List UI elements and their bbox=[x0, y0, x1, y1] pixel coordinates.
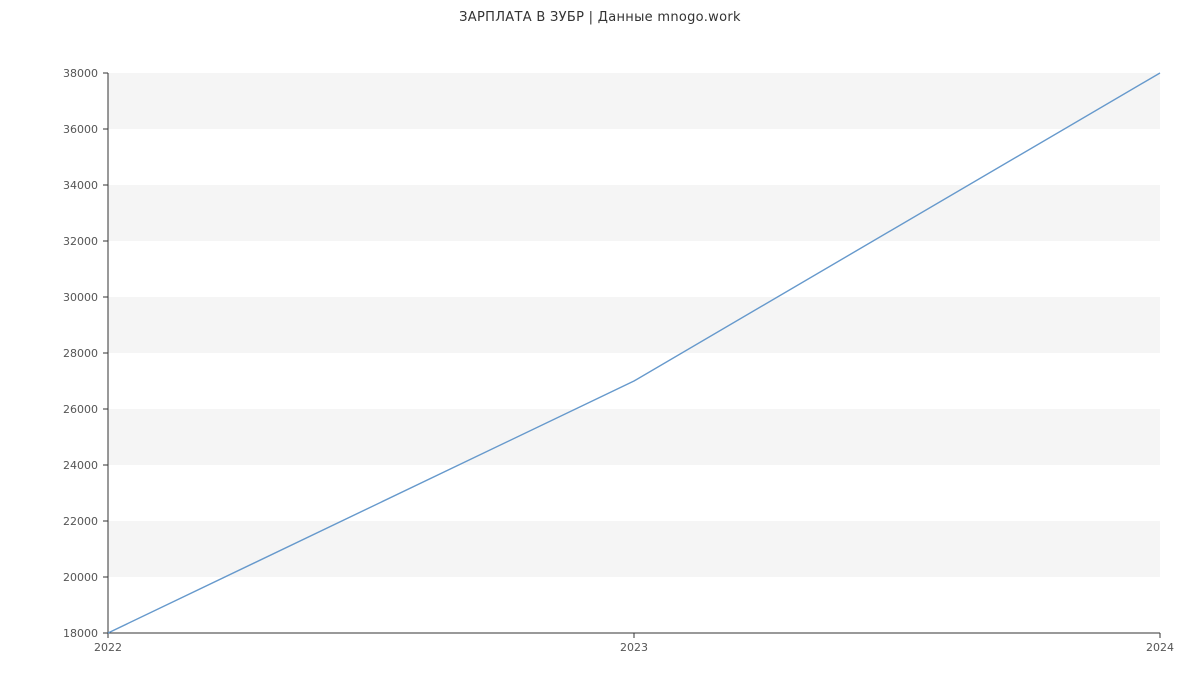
svg-text:20000: 20000 bbox=[63, 571, 98, 584]
chart-svg: 18000 20000 22000 24000 26000 28000 30000 32000… bbox=[0, 25, 1200, 675]
svg-text:36000: 36000 bbox=[63, 123, 98, 136]
svg-text:2024: 2024 bbox=[1146, 641, 1174, 654]
svg-text:22000: 22000 bbox=[63, 515, 98, 528]
salary-line-chart: ЗАРПЛАТА В ЗУБР | Данные mnogo.work 1800… bbox=[0, 0, 1200, 650]
svg-text:24000: 24000 bbox=[63, 459, 98, 472]
svg-text:2022: 2022 bbox=[94, 641, 122, 654]
svg-text:34000: 34000 bbox=[63, 179, 98, 192]
svg-text:32000: 32000 bbox=[63, 235, 98, 248]
svg-text:18000: 18000 bbox=[63, 627, 98, 640]
svg-text:2023: 2023 bbox=[620, 641, 648, 654]
svg-text:26000: 26000 bbox=[63, 403, 98, 416]
chart-title: ЗАРПЛАТА В ЗУБР | Данные mnogo.work bbox=[0, 0, 1200, 25]
svg-text:38000: 38000 bbox=[63, 67, 98, 80]
svg-text:28000: 28000 bbox=[63, 347, 98, 360]
svg-text:30000: 30000 bbox=[63, 291, 98, 304]
